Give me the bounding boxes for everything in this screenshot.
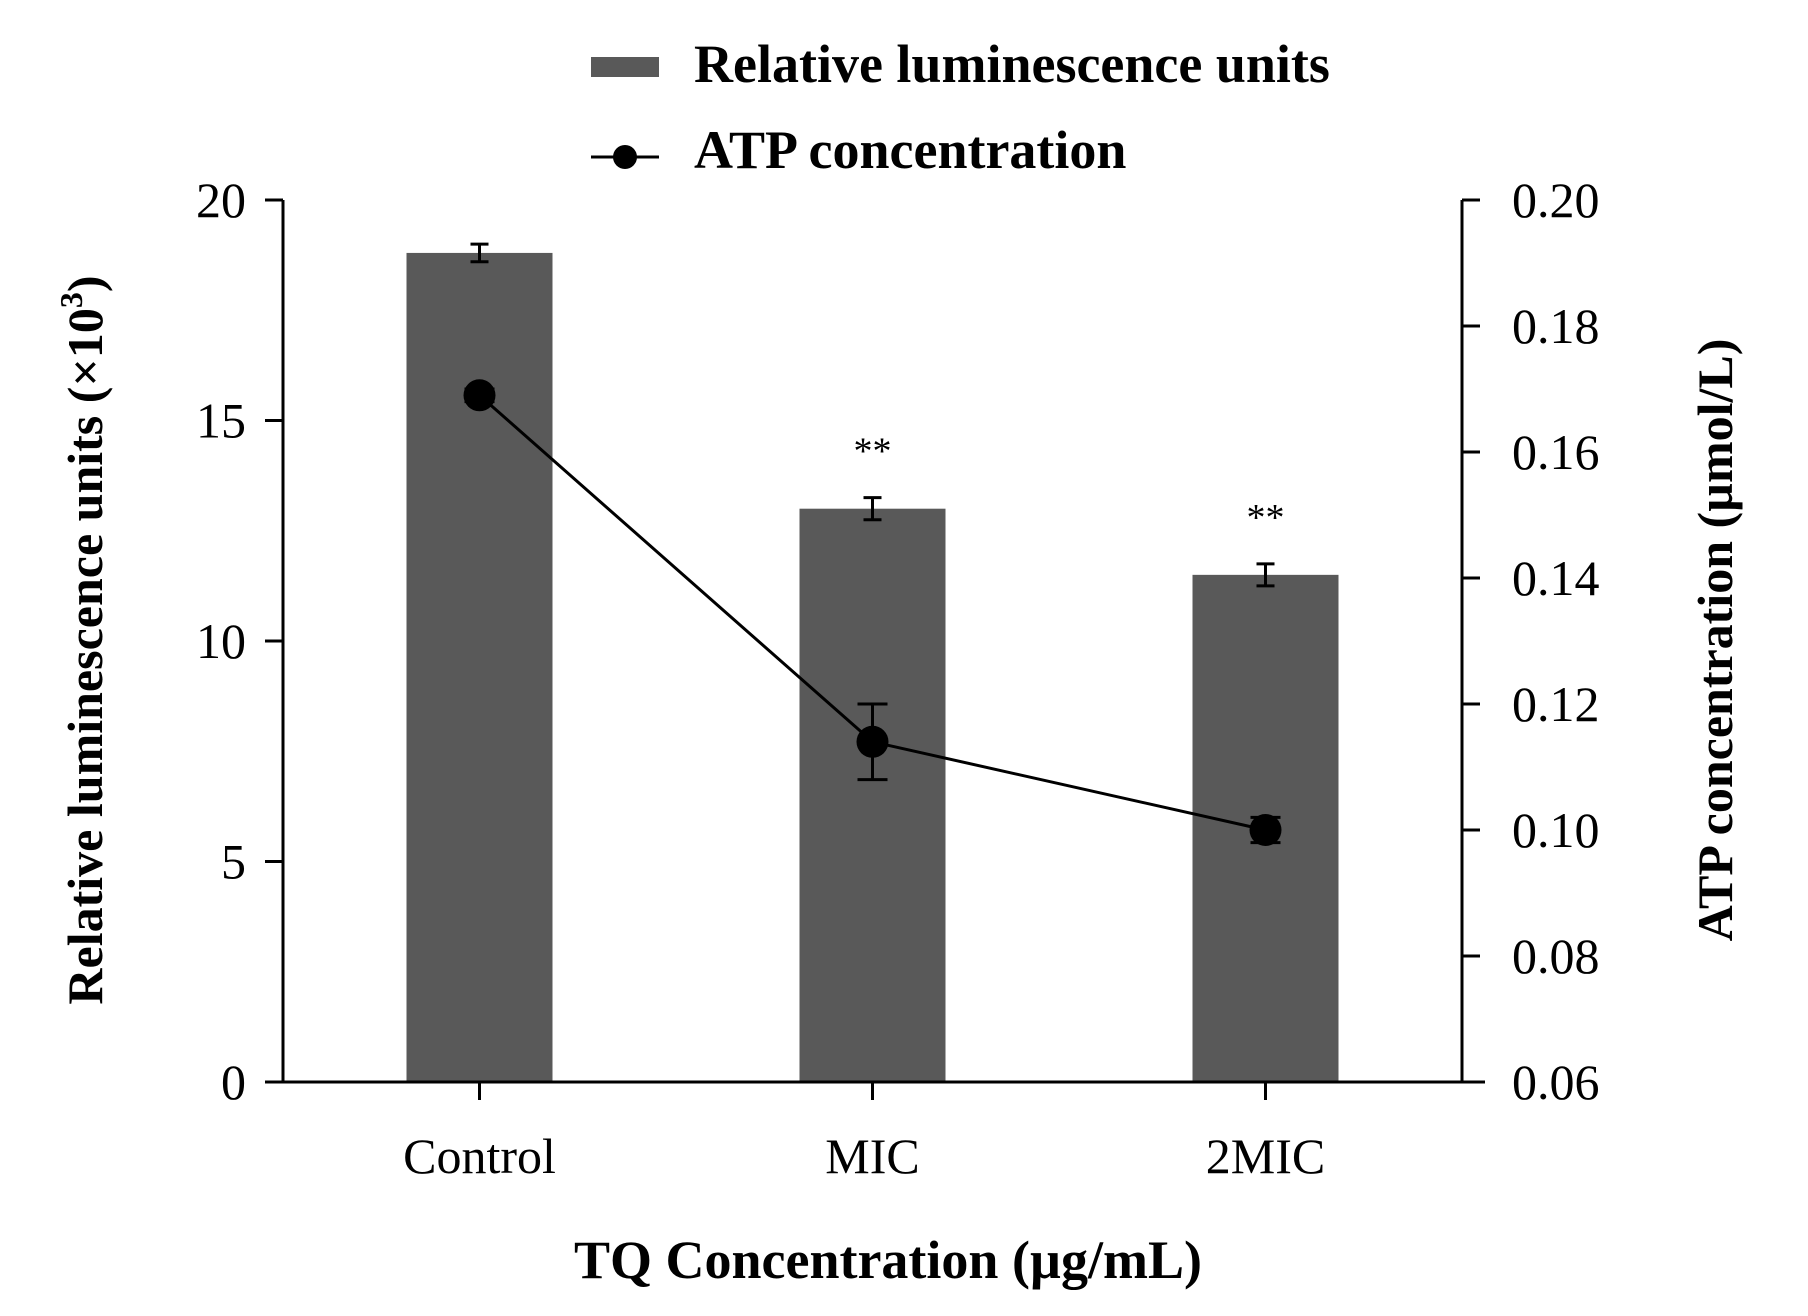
left-tick-label-2: 10 [196,613,246,669]
x-tick-label-1: MIC [825,1128,919,1184]
right-y-axis-title: ATP concentration (µmol/L) [1687,339,1743,942]
left-tick-label-0: 0 [221,1054,246,1110]
right-tick-label-1: 0.08 [1512,928,1600,984]
plot-area: ** ** [406,242,1339,1083]
right-tick-label-7: 0.20 [1512,172,1600,228]
left-y-axis-title: Relative luminescence units (×103) [53,275,113,1004]
legend: Relative luminescence units ATP concentr… [591,34,1330,180]
right-tick-label-5: 0.16 [1512,424,1600,480]
atp-point-1 [856,725,889,758]
significance-label-1: ** [854,431,892,473]
x-tick-label-0: Control [403,1128,556,1184]
significance-label-2: ** [1247,497,1285,539]
right-tick-label-3: 0.12 [1512,676,1600,732]
atp-point-2 [1249,814,1282,846]
atp-point-0 [463,379,496,412]
right-tick-label-4: 0.14 [1512,550,1600,606]
bar-0 [406,252,553,1083]
legend-bar-swatch [591,57,659,77]
right-tick-label-6: 0.18 [1512,298,1600,354]
bar-1 [799,508,946,1082]
right-tick-label-2: 0.10 [1512,802,1600,858]
left-tick-label-3: 15 [196,393,246,449]
legend-bar-label: Relative luminescence units [694,34,1330,94]
left-tick-label-1: 5 [221,834,246,890]
legend-line-marker [613,145,637,169]
x-axis-title: TQ Concentration (µg/mL) [574,1230,1202,1290]
right-tick-label-0: 0.06 [1512,1054,1600,1110]
legend-line-label: ATP concentration [694,120,1126,180]
left-tick-label-4: 20 [196,172,246,228]
axes: 0 5 10 15 20 0.06 0.08 0.10 0.12 0.14 0.16 0.18 0.20… [196,172,1600,1184]
x-tick-label-2: 2MIC [1206,1128,1325,1184]
